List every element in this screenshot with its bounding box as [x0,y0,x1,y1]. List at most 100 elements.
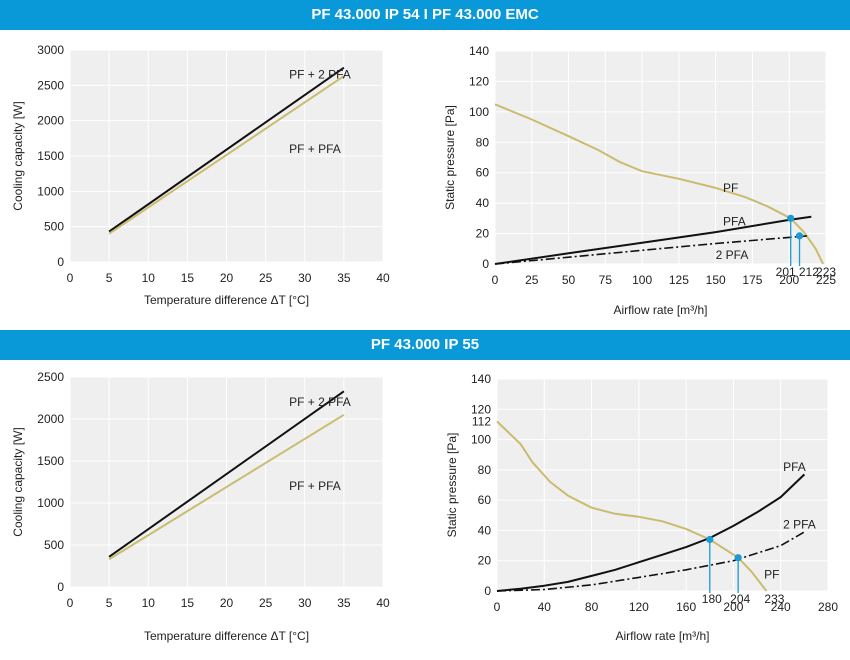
y-tick-label: 80 [476,135,490,149]
y-tick-label: 0 [57,255,64,269]
y-tick-label: 2500 [37,370,64,384]
y-axis-label: Cooling capacity [W] [11,101,25,210]
y-tick-label: 20 [478,554,492,568]
plot-area [497,379,828,591]
operating-point-marker [706,535,714,544]
operating-point-label: 201 [776,265,796,279]
x-tick-label: 100 [632,273,652,287]
y-tick-label: 0 [484,584,491,598]
section-header-2: PF 43.000 IP 55 [0,330,850,360]
static-pressure-chart-ip55: 0 40 80 120 160 200 240 280 0 20 40 60 80 100 120 140 11… [445,372,838,643]
x-tick-label: 50 [562,273,576,287]
x-tick-label: 35 [337,596,351,610]
series-annotation: PF + 2 PFA [289,395,351,409]
y-tick-label: 140 [469,44,489,58]
x-tick-label: 25 [259,596,273,610]
operating-point-label: 212 [799,265,819,279]
y-tick-label: 500 [44,220,64,234]
operating-point-marker [734,554,742,562]
x-tick-label: 280 [818,600,838,614]
y-axis-label: Static pressure [Pa] [443,105,457,210]
series-line-pf-2-pfa [108,66,345,233]
x-tick-label: 200 [723,600,743,614]
y-tick-label: 3000 [37,43,64,57]
y-tick-label: 1000 [37,184,64,198]
section-2-charts: 0 5 10 15 20 25 30 35 40 0 500 1000 1500 2000 2500 Temp… [0,360,850,660]
operating-point-label: 204 [730,592,750,606]
x-tick-label: 20 [220,596,234,610]
y-tick-label: 1500 [37,454,64,468]
x-tick-label: 160 [676,600,696,614]
y-tick-label: 1500 [37,149,64,163]
x-tick-label: 10 [142,596,156,610]
y-tick-label: 140 [471,372,491,386]
static-pressure-chart-ip54: 0 25 50 75 100 125 150 175 200 225 0 20 40 60 80 100 120… [443,44,836,317]
x-tick-label: 0 [67,596,74,610]
x-tick-label: 0 [492,273,499,287]
y-tick-label: 120 [469,74,489,88]
x-tick-label: 0 [494,600,501,614]
series-annotation: PF + PFA [289,479,341,493]
y-tick-label: 100 [471,433,491,447]
x-tick-label: 15 [181,271,195,285]
y-tick-label: 1000 [37,496,64,510]
cooling-capacity-chart-ip54: 0 5 10 15 20 25 30 35 40 0 500 1000 1500 2000 2500 3000… [11,43,390,307]
x-tick-label: 25 [259,271,273,285]
x-tick-label: 120 [629,600,649,614]
x-tick-label: 0 [67,271,74,285]
x-axis-label: Airflow rate [m³/h] [613,303,707,317]
operating-point-label: 233 [764,592,784,606]
operating-point-label: 180 [702,592,722,606]
series-annotation: 2 PFA [783,517,816,531]
x-tick-label: 40 [376,596,390,610]
series-line-pf [496,420,768,592]
series-annotation: 2 PFA [716,248,749,262]
x-tick-label: 20 [220,271,234,285]
cooling-capacity-chart-ip55: 0 5 10 15 20 25 30 35 40 0 500 1000 1500 2000 2500 Temp… [11,370,390,643]
y-tick-label: 20 [476,227,490,241]
series-annotation: PF + PFA [289,142,341,156]
series-annotation: PF [764,567,779,581]
operating-point-marker [795,232,804,240]
y-tick-label: 80 [478,463,492,477]
series-annotation: PFA [723,214,746,228]
x-tick-label: 15 [181,596,195,610]
y-axis-label: Cooling capacity [W] [11,427,25,536]
x-tick-label: 80 [585,600,599,614]
y-tick-label: 0 [482,257,489,271]
x-tick-label: 225 [816,273,836,287]
series-line-pfa [496,473,806,592]
x-axis-label: Temperature difference ΔT [°C] [144,629,309,643]
series-line-pf-pfa [108,413,345,561]
x-axis-label: Temperature difference ΔT [°C] [144,293,309,307]
section-header-1: PF 43.000 IP 54 I PF 43.000 EMC [0,0,850,30]
x-tick-label: 200 [779,273,799,287]
series-line-pf-2-pfa [108,390,345,558]
x-tick-label: 175 [742,273,762,287]
x-tick-label: 5 [106,271,113,285]
y-tick-label: 500 [44,538,64,552]
y-tick-label: 2000 [37,114,64,128]
x-tick-label: 75 [599,273,613,287]
y-tick-label: 60 [478,493,492,507]
y-tick-label: 40 [478,523,492,537]
series-annotation: PF [723,181,738,195]
x-tick-label: 5 [106,596,113,610]
y-tick-label: 40 [476,196,490,210]
y-tick-label-extra: 112 [472,414,491,428]
series-annotation: PFA [783,460,806,474]
y-axis-label: Static pressure [Pa] [445,433,459,538]
operating-point-label: 223 [816,265,836,279]
y-tick-label: 2000 [37,412,64,426]
series-line-pf-pfa [108,75,345,235]
series-annotation: PF + 2 PFA [289,68,351,82]
x-tick-label: 30 [298,596,312,610]
x-axis-label: Airflow rate [m³/h] [615,629,709,643]
x-tick-label: 240 [771,600,791,614]
x-tick-label: 25 [525,273,539,287]
y-tick-label: 2500 [37,78,64,92]
x-tick-label: 40 [376,271,390,285]
operating-point-marker [787,214,795,222]
x-tick-label: 125 [669,273,689,287]
series-line-2-pfa [496,531,805,592]
